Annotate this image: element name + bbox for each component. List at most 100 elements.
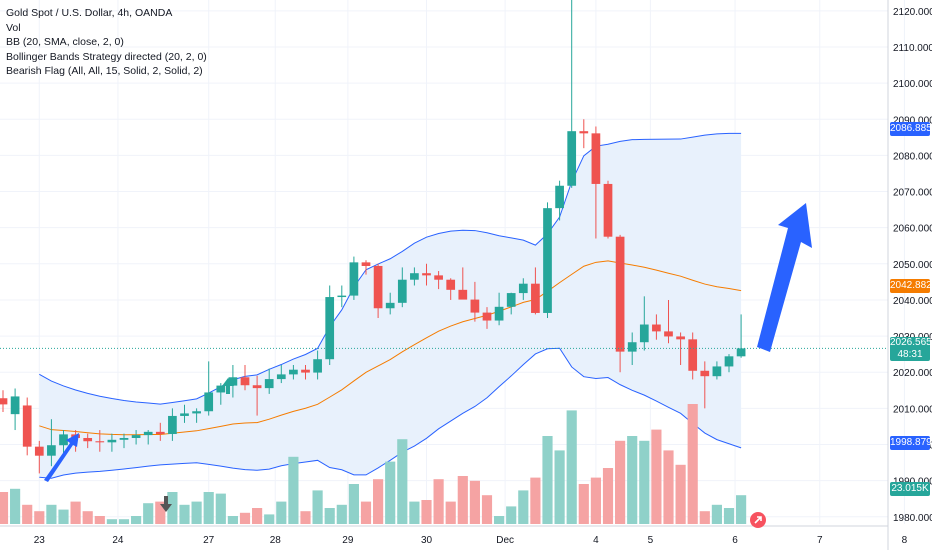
volume-bar: [58, 509, 69, 524]
drawing-arrow-small-icon: [44, 433, 79, 482]
x-axis-tick-label: 27: [203, 535, 215, 546]
y-axis-tick-label: 1980.000: [893, 513, 932, 524]
bb-basis-price-tag: 2042.882: [890, 279, 932, 293]
candle-body: [506, 293, 516, 307]
candle-body: [143, 431, 153, 436]
y-axis-tick-label: 2100.000: [893, 79, 932, 90]
candle-body: [688, 339, 698, 371]
candle-body: [555, 185, 564, 209]
volume-bar: [227, 516, 238, 524]
volume-bar: [312, 490, 323, 524]
volume-bar: [191, 501, 202, 524]
candle-body: [627, 342, 637, 352]
x-axis-tick-label: 29: [342, 535, 354, 546]
buy-signal-arrow-icon: [222, 378, 234, 394]
candle-body: [531, 283, 540, 313]
x-axis-tick-label: 8: [902, 535, 908, 546]
candle-body: [240, 377, 250, 386]
volume-bar: [736, 495, 747, 524]
legend-bb-strategy[interactable]: Bollinger Bands Strategy directed (20, 2…: [6, 50, 207, 63]
candle-body: [518, 283, 528, 294]
volume-bar: [106, 519, 117, 524]
volume-bar: [639, 440, 650, 524]
volume-bar: [70, 501, 81, 524]
volume-bar: [542, 436, 553, 524]
candle-body: [180, 413, 189, 416]
candle-body: [410, 273, 419, 280]
candle-body: [567, 131, 577, 186]
candle-body: [276, 374, 286, 380]
volume-bar: [554, 450, 565, 524]
volume-bar: [94, 516, 105, 524]
volume-bar: [22, 504, 33, 524]
candle-body: [422, 273, 431, 276]
y-axis-tick-label: 2060.000: [893, 224, 932, 235]
candle-body: [676, 336, 685, 340]
y-axis-tick-label: 2110.000: [893, 43, 932, 54]
volume-bar: [627, 436, 638, 524]
volume-bar: [203, 492, 214, 524]
candle-body: [107, 439, 117, 443]
volume-bar: [506, 506, 517, 524]
legend-symbol-title[interactable]: Gold Spot / U.S. Dollar, 4h, OANDA: [6, 7, 173, 19]
x-axis-tick-label: 24: [112, 535, 124, 546]
candle-body: [252, 385, 262, 389]
x-axis-tick-label: 30: [421, 535, 433, 546]
candle-body: [59, 434, 68, 446]
x-axis-tick-label: 7: [817, 535, 823, 546]
volume-bar: [0, 492, 9, 524]
candle-body: [337, 295, 347, 298]
volume-bar: [239, 512, 251, 524]
last-price-tag: 2026.565 48:31: [890, 337, 932, 361]
volume-bar: [711, 504, 722, 524]
volume-bar: [300, 511, 311, 524]
volume-bar: [445, 501, 456, 524]
candle-body: [652, 324, 661, 332]
candle-body: [639, 324, 649, 343]
volume-bar: [276, 501, 287, 524]
volume-bar: [530, 477, 541, 524]
drawing-arrow-large-icon: [757, 203, 812, 352]
legend-bearish-flag[interactable]: Bearish Flag (All, All, 15, Solid, 2, So…: [6, 65, 203, 77]
y-axis-tick-label: 2020.000: [893, 368, 932, 379]
candle-body: [264, 379, 274, 389]
candle-body: [603, 183, 613, 237]
candle-body: [22, 405, 32, 447]
bar-countdown: 48:31: [897, 349, 923, 360]
bb-upper-price-tag: 2086.885: [890, 122, 932, 136]
volume-bar: [10, 488, 21, 524]
y-axis-tick-label: 2090.000: [893, 115, 932, 126]
y-axis-tick-label: 2010.000: [893, 404, 932, 415]
candle-body: [434, 275, 443, 280]
candle-body: [228, 377, 238, 386]
candle-body: [361, 262, 371, 266]
candle-body: [10, 396, 20, 415]
candle-body: [712, 366, 722, 377]
candle-body: [95, 441, 105, 443]
volume-bar: [699, 511, 710, 524]
tradingview-snapshot-icon[interactable]: [750, 512, 766, 528]
volume-bar: [34, 511, 45, 524]
volume-bar: [615, 440, 626, 524]
volume-bar: [385, 461, 396, 524]
candle-body: [131, 435, 141, 438]
candle-body: [385, 302, 395, 309]
volume-bar: [663, 450, 674, 524]
legend-bollinger-bands[interactable]: BB (20, SMA, close, 2, 0): [6, 36, 124, 48]
legend-volume[interactable]: Vol: [6, 21, 21, 34]
volume-bar: [602, 468, 614, 524]
volume-bar: [336, 504, 347, 524]
volume-bar: [651, 429, 662, 524]
x-axis-tick-label: 28: [270, 535, 282, 546]
candle-body: [192, 411, 201, 414]
candle-body: [470, 299, 480, 313]
candle-body: [458, 289, 468, 300]
volume-bar: [179, 504, 190, 524]
volume-bar: [469, 480, 480, 524]
candle-body: [615, 236, 625, 352]
bb-lower-line: [39, 347, 742, 479]
volume-bar: [143, 503, 154, 524]
volume-bar: [82, 511, 93, 524]
